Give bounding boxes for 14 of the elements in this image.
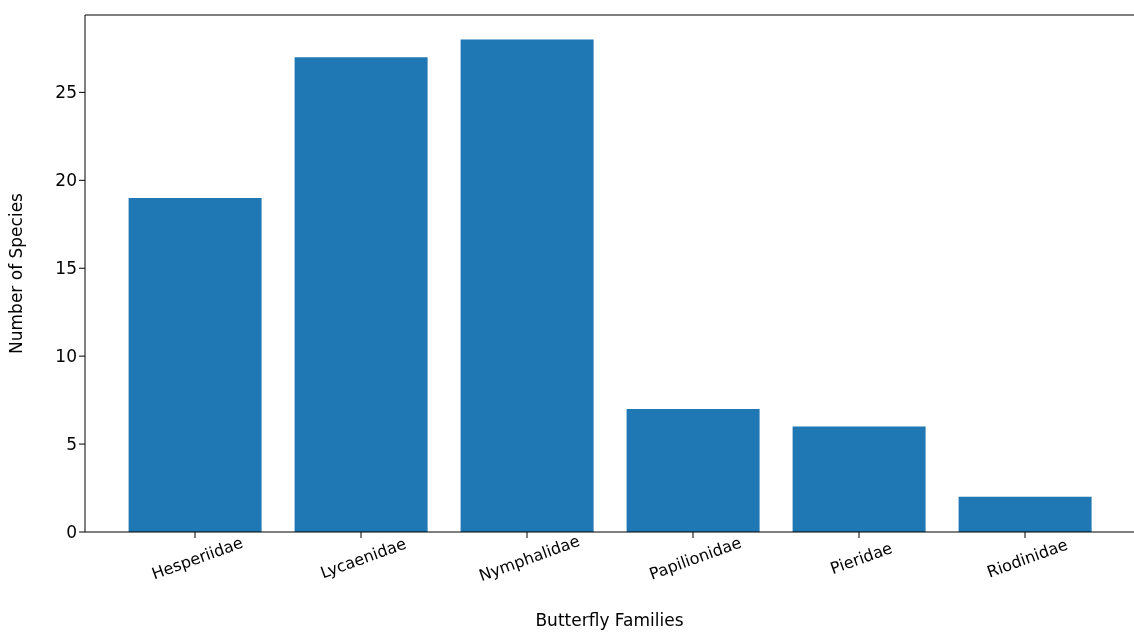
y-tick-label: 15: [55, 258, 77, 279]
y-tick-label: 10: [55, 346, 77, 367]
bar: [958, 496, 1092, 532]
bar: [460, 39, 594, 532]
bar: [294, 57, 428, 532]
x-axis-title: Butterfly Families: [535, 610, 684, 630]
y-axis-title: Number of Species: [6, 192, 27, 354]
y-tick-label: 25: [55, 82, 77, 103]
y-tick-label: 0: [66, 522, 77, 543]
bar: [128, 197, 262, 532]
bar: [626, 408, 760, 532]
y-tick-label: 20: [55, 170, 77, 191]
bar: [792, 426, 926, 532]
y-tick-label: 5: [66, 434, 77, 455]
